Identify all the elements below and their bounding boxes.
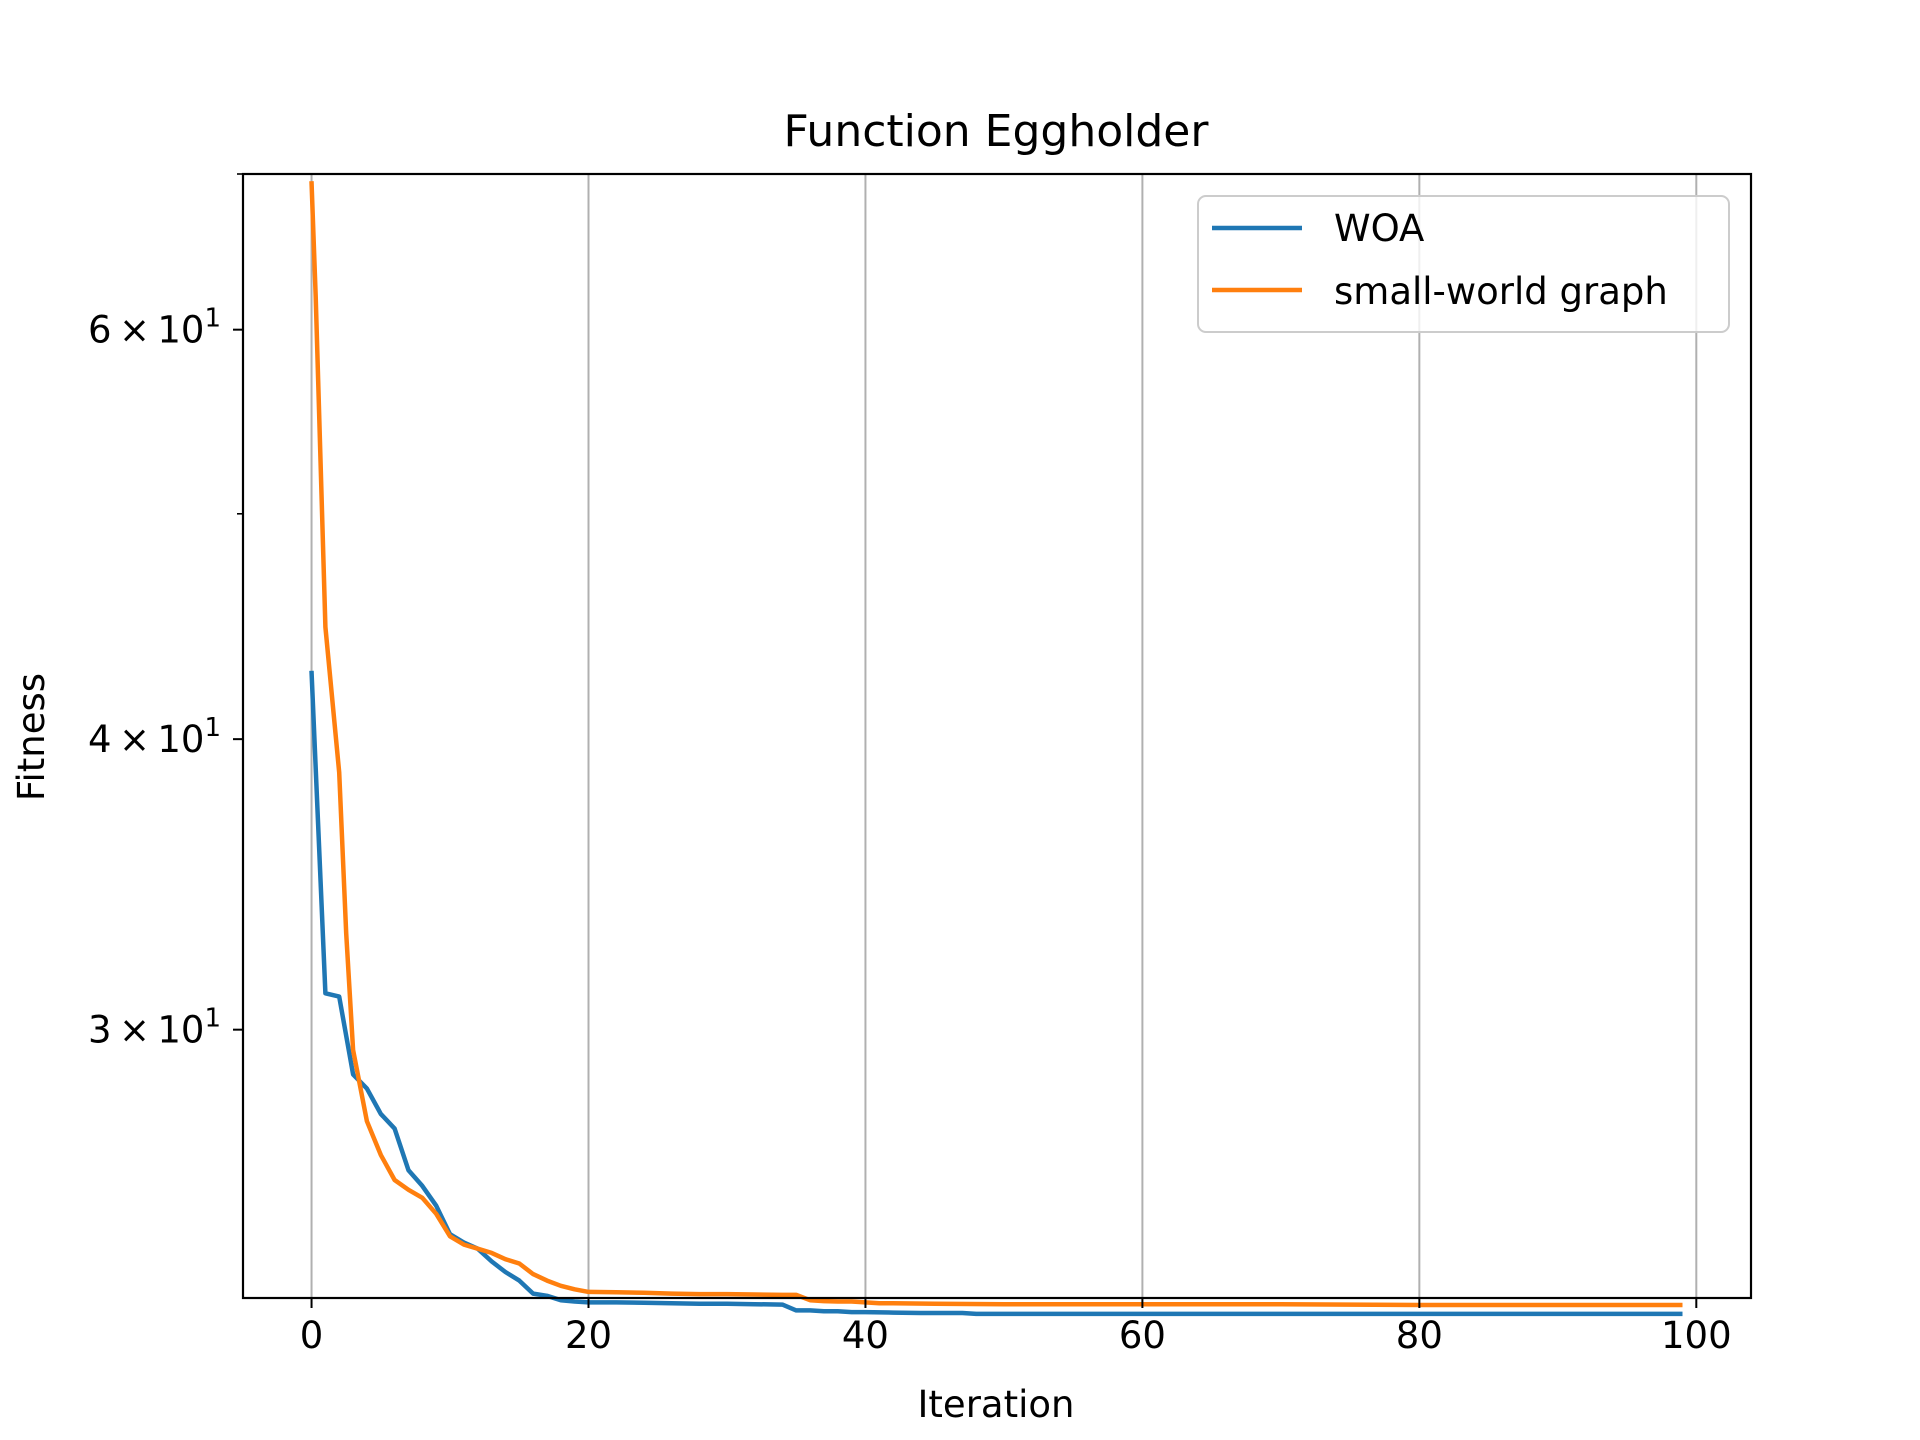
x-tick-label: 20 (565, 1314, 612, 1357)
x-tick-label: 100 (1661, 1314, 1732, 1357)
x-tick-label: 40 (842, 1314, 889, 1357)
grid-lines (310, 174, 1698, 1298)
y-axis-label: Fitness (10, 673, 53, 801)
x-tick-label: 0 (300, 1314, 324, 1357)
legend-frame (1197, 195, 1730, 333)
y-tick-label-times: × (112, 309, 158, 352)
y-tick-label: 6 × 101 (88, 304, 221, 352)
x-tick-label: 60 (1119, 1314, 1166, 1357)
series-line-woa (309, 670, 1683, 1317)
x-tick-label: 80 (1396, 1314, 1443, 1357)
y-tick-label-base: 10 (157, 1009, 204, 1052)
y-tick-label-exponent: 1 (204, 304, 221, 334)
y-tick-label-mantissa: 4 (88, 718, 112, 761)
y-tick-label-mantissa: 6 (88, 309, 112, 352)
x-axis-ticks: 0 20 40 60 80 100 (300, 1298, 1732, 1357)
legend-label-small-world-graph: small-world graph (1334, 270, 1668, 313)
legend-label-woa: WOA (1334, 207, 1424, 250)
y-tick-label-base: 10 (157, 718, 204, 761)
plot-series (309, 181, 1683, 1317)
y-tick-label-times: × (112, 1009, 158, 1052)
y-tick-label: 3 × 101 (88, 1004, 221, 1052)
legend: WOA small-world graph (1197, 195, 1730, 333)
plot-frame (241, 172, 1753, 1300)
y-tick-label: 4 × 101 (88, 713, 221, 761)
y-tick-label-times: × (112, 718, 158, 761)
y-tick-label-exponent: 1 (204, 713, 221, 743)
y-tick-label-mantissa: 3 (88, 1009, 112, 1052)
x-axis-label: Iteration (918, 1383, 1075, 1426)
series-line-small-world-graph (309, 181, 1683, 1308)
y-tick-label-exponent: 1 (204, 1004, 221, 1034)
chart-title: Function Eggholder (784, 106, 1210, 157)
y-tick-label-base: 10 (157, 309, 204, 352)
